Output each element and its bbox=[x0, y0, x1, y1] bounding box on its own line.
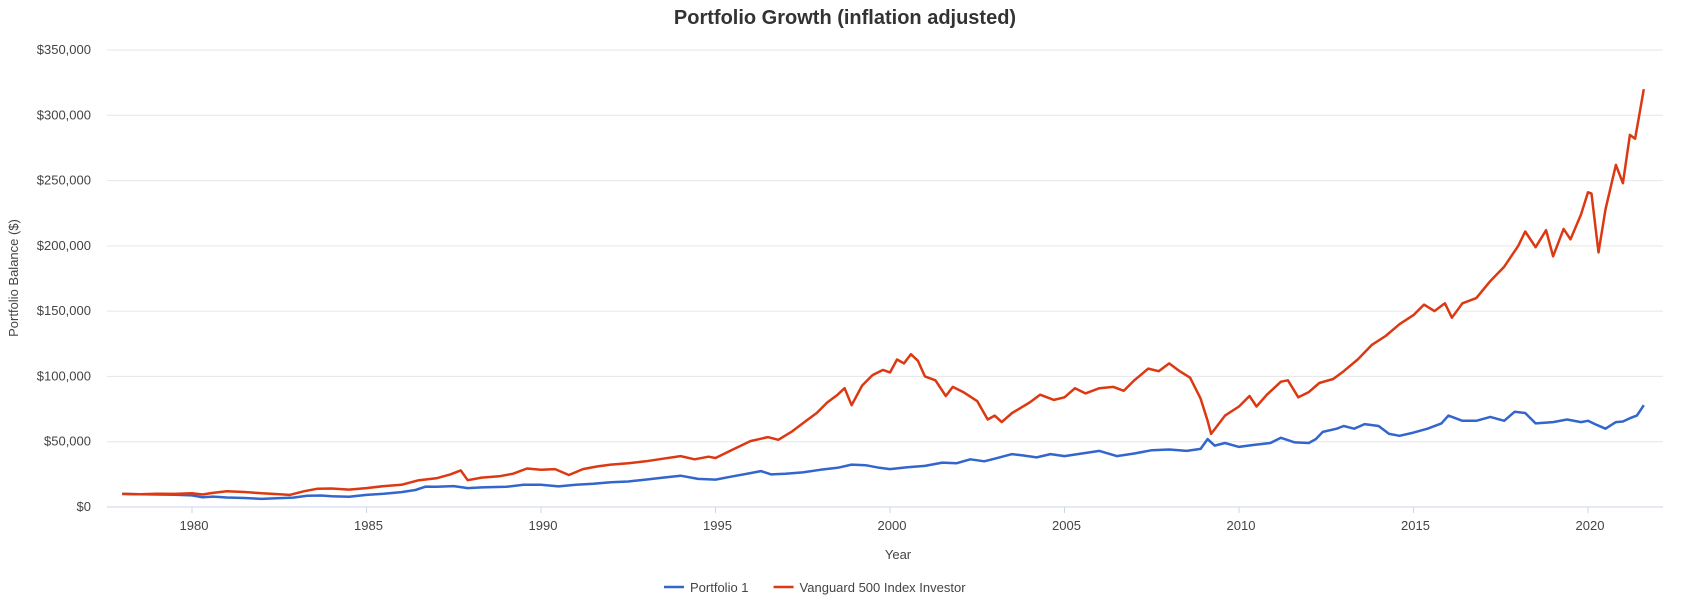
legend-item-1[interactable]: Portfolio 1 bbox=[664, 580, 749, 595]
x-axis-ticks: 1980 1985 1990 1995 2000 2005 2010 2015 2020 bbox=[180, 507, 1605, 533]
series-line-1[interactable] bbox=[122, 404, 1645, 501]
series bbox=[122, 88, 1646, 501]
x-tick-label: 2015 bbox=[1401, 518, 1430, 533]
y-axis-title: Portfolio Balance ($) bbox=[6, 219, 21, 337]
x-axis-title: Year bbox=[885, 547, 912, 562]
y-tick-label: $0 bbox=[77, 499, 91, 514]
legend-item-2[interactable]: Vanguard 500 Index Investor bbox=[773, 580, 967, 595]
y-axis-ticks: $0 $50,000 $100,000 $150,000 $200,000 $250,00… bbox=[37, 42, 91, 514]
gridlines bbox=[107, 49, 1663, 508]
x-tick-label: 2020 bbox=[1576, 518, 1605, 533]
legend: Portfolio 1 Vanguard 500 Index Investor bbox=[664, 580, 966, 595]
series-line-2[interactable] bbox=[122, 88, 1646, 497]
x-tick-label: 2000 bbox=[878, 518, 907, 533]
y-tick-label: $50,000 bbox=[44, 434, 91, 449]
x-tick-label: 2005 bbox=[1052, 518, 1081, 533]
x-tick-label: 1990 bbox=[529, 518, 558, 533]
y-tick-label: $200,000 bbox=[37, 238, 91, 253]
y-tick-label: $350,000 bbox=[37, 42, 91, 57]
y-tick-label: $150,000 bbox=[37, 303, 91, 318]
chart-title: Portfolio Growth (inflation adjusted) bbox=[674, 7, 1016, 29]
y-tick-label: $300,000 bbox=[37, 107, 91, 122]
y-tick-label: $100,000 bbox=[37, 368, 91, 383]
x-tick-label: 1985 bbox=[354, 518, 383, 533]
legend-label: Vanguard 500 Index Investor bbox=[800, 580, 967, 595]
legend-label: Portfolio 1 bbox=[690, 580, 749, 595]
x-tick-label: 1995 bbox=[703, 518, 732, 533]
x-tick-label: 1980 bbox=[180, 518, 209, 533]
y-tick-label: $250,000 bbox=[37, 173, 91, 188]
x-tick-label: 2010 bbox=[1227, 518, 1256, 533]
